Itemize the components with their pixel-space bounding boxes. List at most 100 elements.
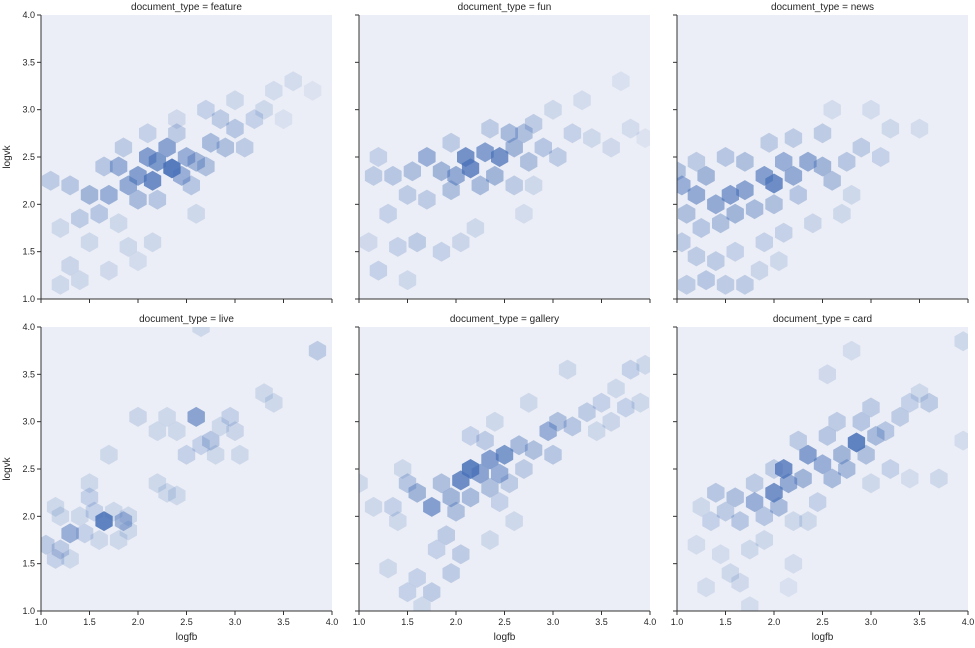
- hexbin-cell: [745, 473, 764, 494]
- hexbin-cell: [51, 539, 70, 560]
- hexbin-cell: [862, 397, 880, 418]
- y-tick-label: 4.0: [22, 322, 35, 332]
- hexbin-cell: [265, 392, 283, 413]
- hexbin-cell: [636, 128, 650, 149]
- hexbin-cell: [857, 444, 875, 465]
- hexbin-cell: [602, 137, 620, 158]
- hexbin-cell: [779, 577, 798, 598]
- hexbin-cell: [804, 213, 822, 234]
- x-axis-label-left: logfb: [176, 632, 198, 643]
- hexbin-cell: [755, 232, 773, 253]
- hexbin-cell: [202, 132, 220, 153]
- facet-title-fun: document_type = fun: [458, 2, 552, 13]
- hexbin-cell: [520, 392, 538, 413]
- hexbin-cell: [838, 459, 856, 479]
- x-tick-label: 3.0: [229, 617, 242, 627]
- hexbin-cell: [687, 151, 706, 172]
- hexbin-cell: [524, 175, 543, 196]
- hexbin-cell: [500, 123, 518, 144]
- hexbin-cell: [187, 406, 205, 427]
- hexbin-cell: [799, 151, 817, 172]
- hexbin-cell: [736, 274, 754, 295]
- hexbin-cell: [838, 151, 856, 172]
- hexbin-cell: [809, 492, 827, 513]
- hexbin-cell: [491, 147, 509, 167]
- hexbin-cell: [799, 511, 817, 532]
- facet-title-gallery: document_type = gallery: [450, 314, 559, 325]
- hexbin-cell: [842, 184, 861, 205]
- hexbin-cell: [432, 473, 451, 494]
- hexbin-cell: [563, 123, 582, 144]
- hexbin-cell: [192, 327, 210, 337]
- y-axis-label-top: logvk: [2, 144, 13, 168]
- hexbin-cell: [726, 203, 744, 224]
- hexbin-cell: [148, 421, 167, 442]
- hexbin-cell: [505, 175, 523, 196]
- hexbin-cell: [466, 218, 485, 238]
- hexbin-cell: [692, 218, 710, 238]
- hexbin-cell: [143, 170, 162, 191]
- hexbin-cell: [423, 496, 441, 517]
- hexbin-cell: [100, 184, 118, 205]
- hexbin-cell: [403, 161, 421, 182]
- hexbin-cell: [359, 473, 368, 494]
- hexbin-cell: [954, 430, 968, 451]
- hexbin-cell: [168, 485, 186, 506]
- hexbin-cell: [770, 251, 788, 272]
- hexbin-cell: [119, 175, 137, 196]
- hexbin-cell: [510, 435, 528, 456]
- y-tick-label: 2.0: [22, 511, 35, 521]
- hexbin-cell: [418, 147, 436, 167]
- hexbin-cell: [168, 123, 186, 144]
- hexbin-cell: [452, 232, 470, 253]
- hexbin-cell: [369, 260, 388, 281]
- y-tick-label: 3.5: [22, 57, 35, 67]
- hexbin-cell: [862, 99, 880, 120]
- hexbin-cell: [539, 421, 557, 442]
- hexbin-cell: [775, 151, 793, 172]
- hexbin-cell: [211, 109, 230, 130]
- hexbin-cell: [408, 567, 426, 588]
- hexbin-cell: [770, 496, 788, 517]
- hexbin-cell: [876, 421, 895, 442]
- hexbin-cell: [524, 113, 543, 134]
- hexbin-cell: [265, 80, 283, 101]
- hexbin-cell: [607, 378, 625, 399]
- hexbin-cell: [813, 123, 832, 144]
- hexbin-cell: [364, 165, 383, 186]
- y-axis-label-bottom: logvk: [2, 456, 13, 480]
- hexbin-cell: [677, 175, 691, 196]
- hexbin-cell: [697, 270, 715, 291]
- hexbin-cell: [457, 147, 475, 167]
- hexbin-cell: [495, 444, 514, 465]
- x-tick-label: 1.5: [401, 617, 414, 627]
- x-tick-label: 4.0: [326, 617, 339, 627]
- hexbin-cell: [755, 530, 773, 550]
- hexbin-cell: [109, 156, 128, 177]
- hexbin-cells: [360, 71, 650, 291]
- hexbin-cell: [158, 406, 176, 427]
- hexbin-cell: [612, 71, 630, 92]
- hexbin-cell: [842, 340, 861, 361]
- x-tick-label: 2.5: [180, 617, 193, 627]
- hexbin-cell: [413, 596, 431, 611]
- hexbin-cell: [712, 544, 730, 565]
- hexbin-cell: [784, 165, 803, 186]
- hexbin-cell: [379, 203, 397, 224]
- hexbin-cell: [114, 511, 133, 532]
- hexbin-cell: [481, 118, 499, 139]
- hexbin-cell: [789, 430, 807, 451]
- hexbin-cell: [192, 435, 210, 456]
- hexbin-cell: [823, 99, 841, 120]
- facet-news: document_type = news: [673, 2, 969, 303]
- hexbin-cell: [471, 175, 489, 196]
- facet-gallery: 1.0 1.5 2.0 2.5 3.0 3.5 4.0 document_type = gal…: [353, 314, 657, 627]
- hexbin-cell: [578, 402, 596, 423]
- hexbin-cell: [741, 596, 759, 611]
- hexbin-cell: [818, 425, 836, 446]
- hexbin-cell: [707, 482, 725, 503]
- hexbin-cell: [697, 165, 715, 186]
- hexbin-cell: [442, 563, 460, 584]
- hexbin-cell: [481, 477, 499, 498]
- x-axis-label-middle: logfb: [494, 632, 516, 643]
